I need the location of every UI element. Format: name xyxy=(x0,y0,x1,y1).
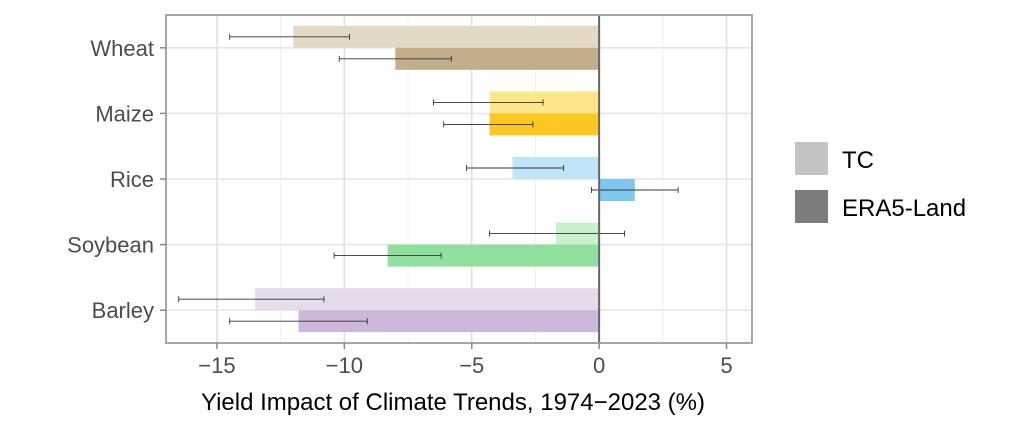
x-tick-label: 0 xyxy=(593,353,605,378)
x-axis-title: Yield Impact of Climate Trends, 1974−202… xyxy=(201,389,705,416)
category-label: Rice xyxy=(110,167,154,192)
legend-swatch-tc xyxy=(795,142,828,175)
bar-barley-tc xyxy=(255,288,600,311)
x-tick-label: −10 xyxy=(326,353,363,378)
bar-wheat-tc xyxy=(293,25,600,48)
x-axis: −15 −10 −5 0 5 xyxy=(198,343,733,378)
x-tick-label: 5 xyxy=(720,353,732,378)
legend-swatch-era5-land xyxy=(795,190,828,223)
bar-maize-tc xyxy=(489,91,600,114)
bar-barley-era5-land xyxy=(298,310,600,333)
legend-label-era5-land: ERA5-Land xyxy=(842,195,966,222)
category-label: Barley xyxy=(92,298,154,323)
bar-maize-era5-land xyxy=(489,113,600,136)
x-tick-label: −5 xyxy=(459,353,484,378)
legend-label-tc: TC xyxy=(842,147,874,174)
category-label: Wheat xyxy=(90,36,154,61)
legend: TC ERA5-Land xyxy=(795,142,966,223)
bar-soybean-era5-land xyxy=(387,244,600,267)
x-tick-label: −15 xyxy=(198,353,235,378)
category-label: Soybean xyxy=(67,233,154,258)
category-label: Maize xyxy=(95,101,154,126)
bar-wheat-era5-land xyxy=(395,47,600,70)
error-bars xyxy=(178,33,679,325)
y-axis: Wheat Maize Rice Soybean Barley xyxy=(67,36,166,323)
